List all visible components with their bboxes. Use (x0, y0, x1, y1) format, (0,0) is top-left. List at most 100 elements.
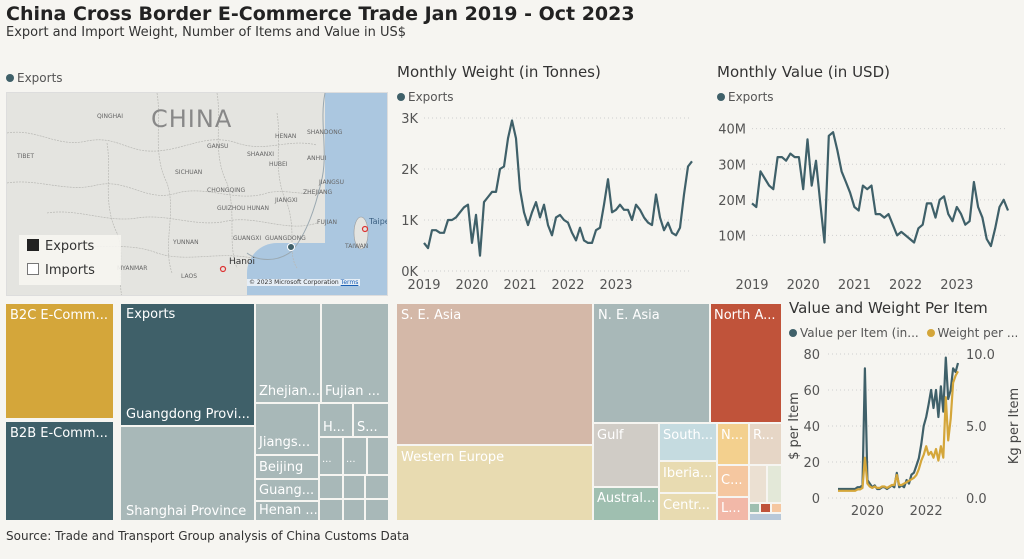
weight-chart[interactable]: 0K 1K 2K 3K 2019 2020 2021 2022 2023 (394, 106, 704, 296)
toggle-imports[interactable]: Imports (19, 259, 121, 283)
weight-per-item-line (838, 370, 959, 492)
treemap-small[interactable] (366, 476, 388, 498)
map-place: HUBEI (269, 161, 288, 168)
treemap-australia[interactable]: Austral... (594, 488, 658, 520)
x-tick-label: 2022 (551, 278, 584, 293)
treemap-fujian[interactable]: Fujian ... (322, 304, 388, 402)
treemap-s[interactable]: S... (354, 404, 388, 436)
weight-legend-label: Exports (408, 90, 454, 104)
treemap-western-europe[interactable]: Western Europe (397, 446, 592, 520)
map-copyright: © 2023 Microsoft Corporation Terms (247, 279, 361, 286)
treemap-c-label: C... (721, 473, 743, 488)
legend-dot-icon (397, 93, 405, 101)
value-chart[interactable]: 10M 20M 30M 40M 2019 2020 2021 2022 2023 (714, 106, 1020, 296)
treemap-ne-asia[interactable]: N. E. Asia (594, 304, 709, 422)
treemap-b2c-label: B2C E-Comm... (10, 308, 109, 323)
treemap-se-asia-label: S. E. Asia (401, 308, 462, 323)
treemap-n[interactable]: N... (718, 424, 748, 464)
treemap-small[interactable] (750, 466, 766, 502)
treemap-shanghai[interactable]: Shanghai Province (121, 427, 254, 520)
treemap-small[interactable] (768, 466, 781, 502)
treemap-beijing[interactable]: Beijing (256, 456, 318, 478)
treemap-l-label: L... (721, 501, 741, 516)
treemap-fujian-label: Fujian ... (325, 384, 380, 399)
treemap-small[interactable]: ... (320, 438, 342, 474)
filled-square-icon (27, 239, 39, 251)
treemap-small[interactable] (750, 514, 781, 520)
treemap-l[interactable]: L... (718, 498, 748, 520)
treemap-h[interactable]: H... (320, 404, 352, 436)
treemap-small[interactable] (366, 500, 388, 520)
treemap-iberia[interactable]: Iberia... (660, 462, 716, 492)
y-right-tick-label: 5.0 (966, 420, 987, 435)
copyright-text: © 2023 Microsoft Corporation (249, 279, 339, 286)
treemap-south[interactable]: South... (660, 424, 716, 460)
treemap-australia-label: Austral... (597, 491, 656, 506)
treemap-small[interactable] (772, 504, 781, 512)
treemap-zhejiang[interactable]: Zhejian... (256, 304, 320, 402)
treemap-gulf[interactable]: Gulf (594, 424, 658, 486)
y-left-tick-label: 40 (803, 420, 820, 435)
treemap-small[interactable] (320, 500, 342, 520)
treemap-guangxi-label: Guang... (259, 483, 315, 498)
treemap-central[interactable]: Centr... (660, 494, 716, 520)
map-place: QINGHAI (97, 113, 124, 120)
map-place: CHONGQING (207, 187, 246, 194)
map-place: YUNNAN (173, 239, 199, 246)
x-tick-label: 2022 (910, 504, 943, 519)
x-tick-label: 2019 (407, 278, 440, 293)
treemap-ne-asia-label: N. E. Asia (598, 308, 660, 323)
map-place: TAIWAN (345, 243, 369, 250)
treemap-b2c[interactable]: B2C E-Comm... (6, 304, 113, 418)
treemap-c[interactable]: C... (718, 466, 748, 496)
treemap-se-asia[interactable]: S. E. Asia (397, 304, 592, 444)
toggle-imports-label: Imports (45, 263, 95, 278)
x-tick-label: 2020 (455, 278, 488, 293)
treemap-small[interactable] (320, 476, 342, 498)
treemap-central-label: Centr... (663, 498, 710, 513)
map-place: MYANMAR (117, 265, 148, 272)
map-place: HUNAN (247, 205, 269, 212)
value-legend: Exports (717, 90, 774, 104)
treemap-s-label: S... (357, 420, 378, 435)
per-item-legend: Value per Item (in... Weight per ... (789, 326, 1018, 340)
treemap-western-europe-label: Western Europe (401, 450, 505, 465)
y-right-tick-label: 10.0 (966, 348, 995, 363)
treemap-small[interactable] (344, 476, 364, 498)
treemap-beijing-label: Beijing (259, 460, 304, 475)
treemap-b2b[interactable]: B2B E-Comm... (6, 422, 113, 520)
treemap-gulf-label: Gulf (597, 428, 624, 443)
toggle-exports-label: Exports (45, 239, 95, 254)
treemap-guangdong[interactable]: Exports Guangdong Provi... (121, 304, 254, 425)
treemap-n-label: N... (721, 428, 744, 443)
export-marker[interactable] (287, 243, 295, 251)
weight-chart-title: Monthly Weight (in Tonnes) (397, 63, 601, 81)
treemap-henan[interactable]: Henan ... (256, 502, 318, 520)
toggle-exports[interactable]: Exports (19, 235, 121, 259)
treemap-guangxi[interactable]: Guang... (256, 480, 318, 500)
y-tick-label: 1K (401, 214, 418, 229)
treemap-small[interactable] (344, 500, 364, 520)
y-tick-label: 30M (718, 158, 746, 173)
treemap-small[interactable]: ... (344, 438, 366, 474)
treemap-dots-label: ... (322, 454, 332, 465)
x-tick-label: 2020 (787, 278, 820, 293)
china-map[interactable]: CHINA QINGHAI TIBET GANSU SHAANXI HENAN … (6, 92, 388, 296)
treemap-small[interactable] (750, 504, 759, 512)
per-item-legend-value: Value per Item (in... (800, 326, 919, 340)
treemap-jiangsu[interactable]: Jiangs... (256, 404, 318, 454)
treemap-south-label: South... (663, 428, 714, 443)
dashboard-subtitle: Export and Import Weight, Number of Item… (6, 25, 407, 40)
treemap-small[interactable] (761, 504, 770, 512)
y-left-axis-label: $ per Item (787, 392, 802, 460)
x-tick-label: 2019 (735, 278, 768, 293)
map-place: LAOS (181, 273, 198, 280)
treemap-exports-label: Exports (126, 307, 176, 322)
map-toggle-legend: Exports Imports (19, 235, 121, 285)
treemap-r[interactable]: R... (750, 424, 781, 464)
treemap-north-america[interactable]: North A... (711, 304, 781, 422)
treemap-small[interactable] (368, 438, 388, 474)
terms-link[interactable]: Terms (340, 279, 359, 286)
per-item-chart[interactable]: 0 20 40 60 80 0.0 5.0 10.0 $ per Item Kg per Item… (786, 340, 1022, 520)
value-per-item-line (838, 356, 960, 491)
